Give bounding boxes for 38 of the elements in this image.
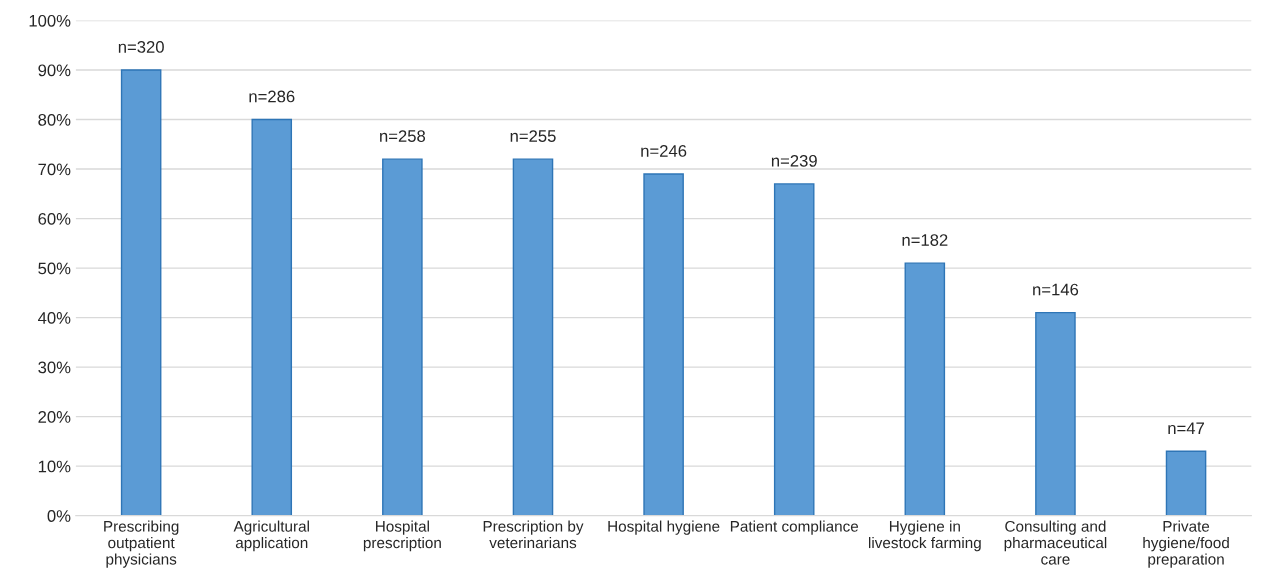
- bar: [1035, 311, 1076, 516]
- y-tick-label: 40%: [38, 312, 71, 324]
- annotation: n=320: [118, 41, 164, 53]
- bar: [512, 158, 554, 516]
- x-tick-label: Prescription by veterinarians: [483, 520, 584, 549]
- y-tick-label: 90%: [38, 64, 71, 77]
- x-tick-label: Hospital prescription: [363, 520, 441, 552]
- annotation: n=146: [1033, 283, 1079, 296]
- y-tick-label: 20%: [38, 411, 71, 423]
- bar: [251, 118, 293, 516]
- y-tick-label: 80%: [38, 113, 71, 126]
- y-tick-label: 10%: [38, 460, 71, 473]
- bar: [382, 158, 423, 516]
- annotation: n=286: [249, 90, 295, 103]
- x-tick-label: Prescribing outpatient physicians: [104, 520, 179, 568]
- annotation: n=255: [510, 130, 556, 142]
- x-tick-label: Patient compliance: [730, 520, 859, 535]
- y-tick-label: 70%: [38, 163, 71, 176]
- annotation: n=246: [641, 145, 687, 157]
- annotation: n=182: [902, 234, 948, 246]
- y-tick-label: 100%: [29, 14, 71, 27]
- bar: [120, 69, 162, 516]
- bar: [773, 183, 815, 516]
- x-tick-label: Agricultural application: [233, 520, 309, 552]
- y-tick-label: 60%: [38, 212, 71, 225]
- x-tick-label: Consulting and pharmaceutical care: [1004, 520, 1107, 565]
- annotation: n=258: [380, 130, 426, 142]
- x-tick-label: Private hygiene/food preparation: [1143, 520, 1229, 568]
- x-tick-label: Hospital hygiene: [608, 520, 720, 535]
- bar: [643, 173, 684, 516]
- annotation: n=239: [771, 154, 817, 167]
- bar: [1165, 450, 1207, 516]
- x-tick-label: Hygiene in livestock farming: [868, 520, 981, 552]
- y-tick-label: 50%: [38, 262, 71, 275]
- bar: [904, 262, 946, 516]
- annotation: n=47: [1168, 422, 1204, 434]
- y-tick-label: 30%: [38, 361, 71, 374]
- y-tick-label: 0%: [47, 510, 71, 522]
